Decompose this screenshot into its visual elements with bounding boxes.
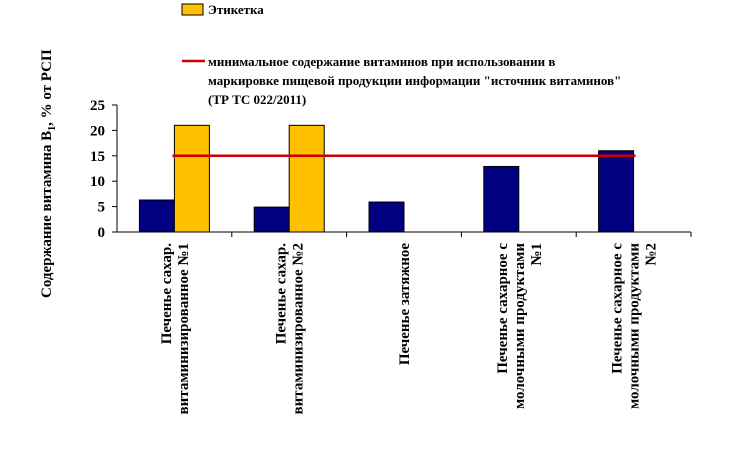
x-category-label: Печенье сахарное с bbox=[495, 243, 511, 374]
x-category-label: Печенье сахар. bbox=[274, 243, 290, 345]
y-tick-label: 0 bbox=[98, 225, 106, 241]
bar-etiketka bbox=[288, 124, 325, 233]
bar-series-1 bbox=[598, 150, 635, 233]
y-axis-title-main: Содержание витамина B bbox=[39, 131, 55, 298]
y-axis-title-tail: , % от РСП bbox=[39, 49, 55, 126]
x-category-label: молочными продуктами bbox=[512, 243, 528, 409]
bar-etiketka bbox=[173, 124, 210, 233]
x-category-label: Печенье сахарное с bbox=[610, 243, 626, 374]
bar-series-1 bbox=[368, 201, 405, 233]
x-category-label: молочными продуктами bbox=[627, 243, 643, 409]
legend: Этикетка минимальное содержание витамино… bbox=[181, 2, 621, 107]
y-tick-label: 25 bbox=[90, 98, 105, 114]
bars bbox=[138, 124, 635, 233]
x-category-label: Печенье затяжное bbox=[397, 243, 413, 365]
y-tick-label: 10 bbox=[90, 174, 105, 190]
y-tick-label: 20 bbox=[90, 123, 105, 139]
x-category-label: Печенье сахар. bbox=[159, 243, 175, 345]
legend-reference-label-line-3: (ТР ТС 022/2011) bbox=[208, 92, 306, 107]
bar-series-1 bbox=[138, 199, 175, 233]
x-category-label: витаминизированное №1 bbox=[176, 243, 192, 414]
x-axis-labels: Печенье сахар. витаминизированное №1 Печен… bbox=[159, 243, 660, 415]
x-category-label: №2 bbox=[644, 243, 660, 266]
bar-series-1 bbox=[483, 165, 520, 233]
legend-reference-label-line-2: маркировке пищевой продукции информации … bbox=[208, 73, 621, 88]
y-axis-ticks: 0 5 10 15 20 25 bbox=[90, 98, 117, 241]
x-category-label: №1 bbox=[529, 243, 545, 266]
y-axis-title-subscript: 1 bbox=[47, 126, 58, 131]
x-category-label: витаминизированное №2 bbox=[291, 243, 307, 414]
y-axis-title: Содержание витамина B1, % от РСП bbox=[39, 49, 58, 298]
legend-swatch-etiketka bbox=[181, 3, 204, 16]
legend-reference-label-line-1: минимальное содержание витаминов при исп… bbox=[208, 54, 555, 69]
axes bbox=[116, 105, 692, 237]
y-tick-label: 15 bbox=[90, 149, 105, 165]
legend-label-etiketka: Этикетка bbox=[208, 2, 264, 17]
bar-series-1 bbox=[253, 206, 290, 233]
y-tick-label: 5 bbox=[98, 200, 106, 216]
